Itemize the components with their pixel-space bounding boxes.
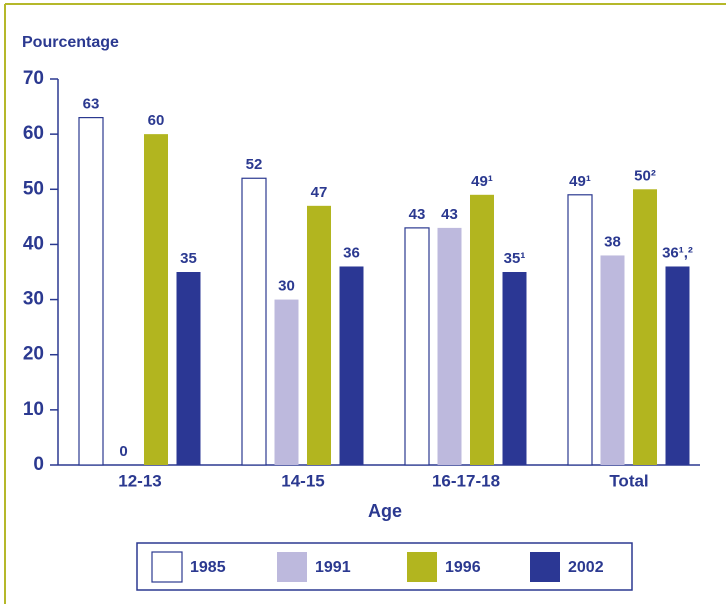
- bar: [241, 177, 267, 466]
- value-label: 52: [246, 156, 263, 173]
- legend-label: 1991: [315, 559, 351, 576]
- legend-swatch: [277, 552, 307, 582]
- legend-label: 1996: [445, 559, 481, 576]
- value-label: 50²: [634, 167, 656, 184]
- x-tick-label: 16-17-18: [432, 471, 500, 490]
- value-label: 36: [343, 244, 360, 261]
- legend-swatch: [407, 552, 437, 582]
- legend-label: 2002: [568, 559, 604, 576]
- x-tick-label: 12-13: [118, 471, 161, 490]
- bar: [78, 116, 104, 466]
- bar: [307, 205, 331, 466]
- value-label: 43: [409, 206, 426, 223]
- bar: [339, 266, 364, 465]
- bar: [567, 194, 593, 466]
- y-tick-label: 10: [23, 399, 44, 420]
- bar: [274, 299, 299, 465]
- bar: [176, 272, 201, 465]
- value-label: 47: [311, 184, 328, 201]
- value-label: 35: [180, 250, 197, 267]
- value-label: 38: [604, 233, 621, 250]
- legend-swatch: [530, 552, 560, 582]
- y-tick-label: 20: [23, 344, 44, 365]
- value-label: 63: [83, 96, 100, 113]
- value-label: 0: [119, 443, 127, 460]
- value-label: 60: [148, 112, 165, 129]
- bar: [633, 189, 657, 466]
- x-tick-label: 14-15: [281, 471, 324, 490]
- value-label: 30: [278, 278, 295, 295]
- y-tick-label: 30: [23, 289, 44, 310]
- bar: [665, 266, 690, 465]
- y-tick-label: 50: [23, 178, 44, 199]
- y-tick-label: 60: [23, 123, 44, 144]
- x-tick-label: Total: [609, 471, 648, 490]
- y-tick-label: 70: [23, 68, 44, 89]
- x-axis-label: Age: [368, 501, 402, 521]
- bar: [502, 272, 527, 465]
- bar: [470, 194, 494, 466]
- value-label: 49¹: [471, 173, 493, 190]
- bar: [437, 227, 462, 465]
- legend-swatch: [151, 551, 183, 583]
- y-tick-label: 0: [33, 454, 44, 475]
- value-label: 43: [441, 206, 458, 223]
- legend-box: [136, 542, 633, 591]
- value-label: 36¹,²: [662, 244, 693, 261]
- bar: [144, 134, 168, 465]
- bar: [404, 227, 430, 466]
- legend-label: 1985: [190, 559, 226, 576]
- value-label: 49¹: [569, 173, 591, 190]
- y-axis-label: Pourcentage: [22, 34, 119, 51]
- bar: [600, 255, 625, 465]
- value-label: 35¹: [504, 250, 526, 267]
- y-tick-label: 40: [23, 233, 44, 254]
